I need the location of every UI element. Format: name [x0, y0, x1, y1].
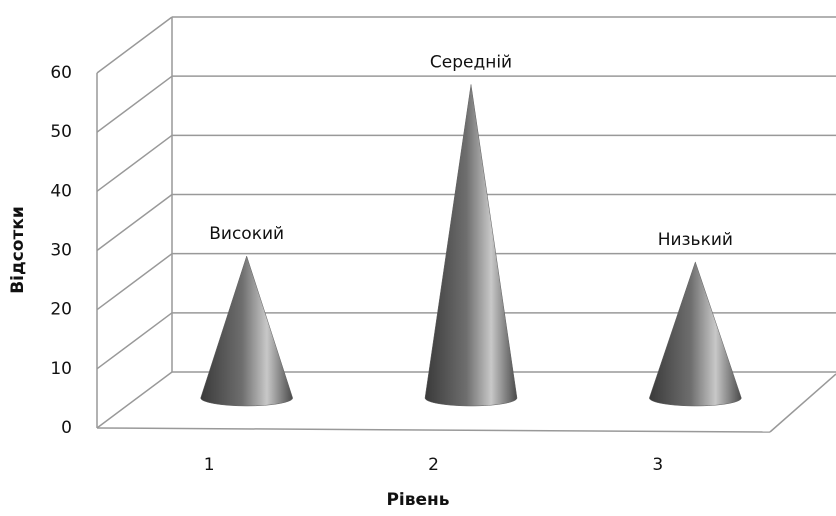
y-tick-label: 10 — [50, 359, 72, 379]
grid-line — [96, 16, 173, 74]
y-axis-title: Відсотки — [8, 206, 28, 294]
annotation: Середній — [430, 52, 512, 72]
y-tick-label: 20 — [50, 300, 72, 320]
cone — [649, 261, 742, 407]
grid-line — [96, 371, 173, 429]
grid-line — [96, 193, 173, 252]
annotation: Низький — [658, 230, 733, 250]
y-tick-label: 40 — [50, 181, 72, 201]
cone — [200, 255, 293, 407]
floor-edge — [769, 373, 836, 433]
y-tick-label: 60 — [50, 63, 72, 83]
x-tick-label: 2 — [428, 455, 439, 475]
annotation: Високий — [209, 224, 284, 244]
cone-body — [424, 84, 518, 407]
cone-body — [200, 255, 293, 407]
y-tick-label: 0 — [61, 418, 72, 438]
cone — [424, 84, 518, 407]
cone-body — [649, 261, 742, 407]
grid-line — [96, 253, 173, 311]
grid-line — [96, 75, 173, 133]
floor-edge — [96, 427, 771, 433]
grid-line — [96, 312, 173, 370]
x-tick-label: 1 — [204, 455, 215, 475]
x-axis-title: Рівень — [386, 490, 449, 510]
grid-line — [96, 134, 173, 192]
x-tick-label: 3 — [652, 455, 663, 475]
y-tick-label: 50 — [50, 122, 72, 142]
y-tick-label: 30 — [50, 241, 72, 261]
